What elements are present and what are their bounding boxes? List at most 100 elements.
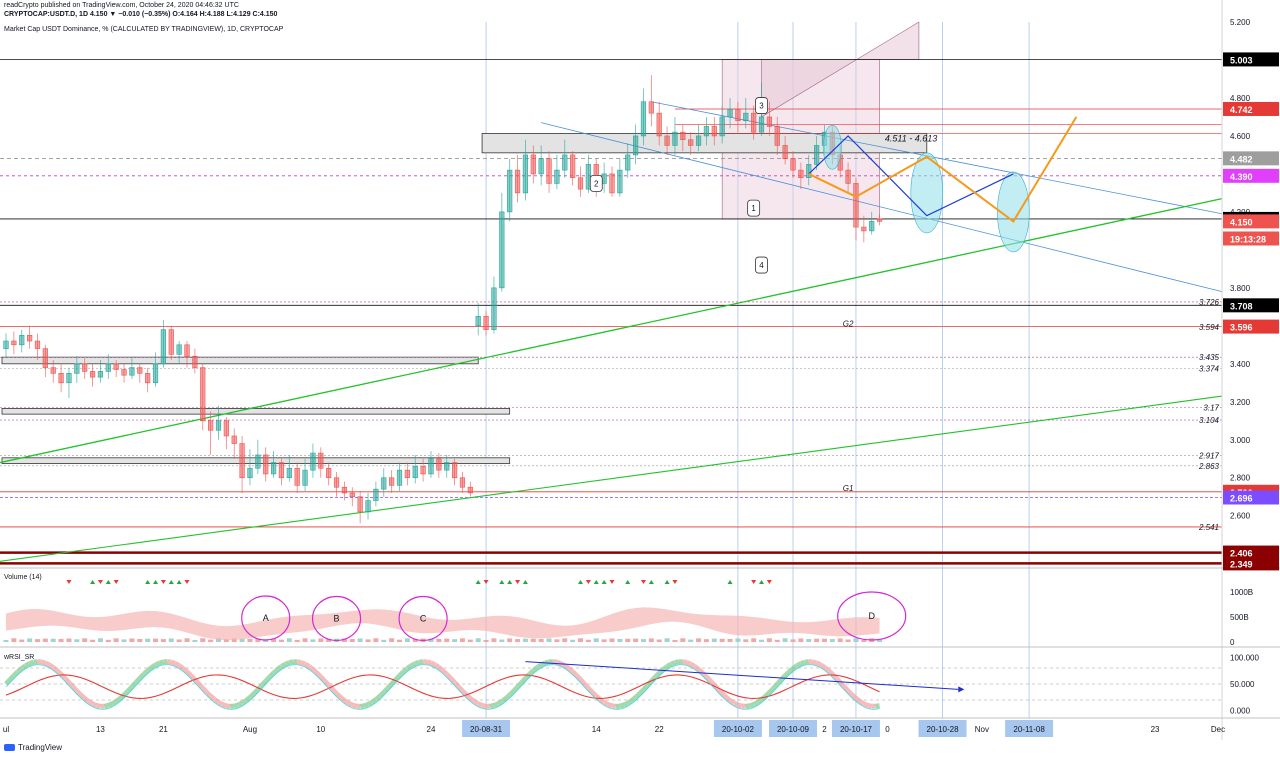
oscillator-segment [783,670,791,678]
oscillator-segment [370,697,378,705]
volume-bar [672,639,678,642]
candle-body [507,169,513,213]
candle-body [270,462,277,475]
price-tick-label: 4.600 [1230,132,1251,141]
oscillator-segment [44,660,51,668]
volume-bar [751,638,757,642]
candle-body [570,154,576,179]
oscillator-segment [196,682,205,690]
oscillator-segment [107,701,114,708]
oscillator-pane[interactable]: wRSI_SR [0,654,1222,710]
oscillator-segment [322,679,331,688]
volume-bar [515,639,521,642]
volume-bar [735,638,741,642]
oscillator-segment [267,671,276,679]
candle-body [129,367,135,376]
volume-bar [814,638,820,642]
volume-bar [821,638,827,642]
oscillator-segment [252,687,260,696]
price-label-box [1223,545,1279,560]
oscillator-segment [204,690,213,698]
time-tick-label: 23 [1151,725,1160,734]
time-tick-label: 0 [885,725,890,734]
volume-bar [609,638,615,642]
level-label: 3.726 [1199,298,1220,307]
candle-body [208,420,214,431]
sell-marker [640,580,646,584]
oscillator-segment [641,683,650,692]
oscillator-segment [334,691,343,700]
oscillator-segment [397,670,406,678]
volume-bar [530,638,536,642]
candle-body [152,363,159,384]
volume-bar [719,638,725,642]
sell-marker [609,580,615,584]
volume-bar [90,639,96,642]
candle-body [50,367,56,374]
candle-body [451,462,458,479]
oscillator-segment [83,696,91,704]
oscillator-segment [12,669,20,678]
oscillator-segment [622,700,629,708]
oscillator-segment [414,659,420,666]
volume-tick-label: 500B [1230,613,1249,622]
price-pane[interactable]: 1 2 3 4 4.511 - 4.613 G2 G1 3.726 3.594 3.435 3.37… [0,21,1223,718]
volume-bar [570,639,576,642]
oscillator-segment [492,701,499,708]
oscillator-segment [181,666,189,674]
oscillator-segment [448,676,457,685]
candle-body [522,154,529,194]
candle-body [467,486,473,494]
annotation-label: G2 [843,319,854,328]
publisher-line: readCrypto published on TradingView.com,… [4,2,239,9]
volume-bar [459,638,465,642]
volume-bar [349,639,355,642]
candle-body [113,363,119,370]
time-tick-label: 24 [427,725,436,734]
volume-bar [34,639,40,642]
candle-body [19,335,25,346]
volume-bar [845,639,851,642]
oscillator-segment [79,693,87,701]
candle-body [42,348,48,368]
oscillator-segment [393,673,402,682]
oscillator-segment [519,676,528,685]
volume-pane[interactable]: Volume (14) A B C D [3,574,907,642]
oscillator-segment [854,696,862,704]
oscillator-segment [200,686,209,695]
candle-body [727,109,733,118]
oscillator-segment [91,701,98,708]
date-highlight-label: 20-10-28 [927,725,960,734]
oscillator-segment [653,671,661,679]
candle-body [719,116,725,137]
oscillator-segment [405,663,413,671]
sell-marker [113,580,119,584]
sell-marker [585,580,591,584]
candle-body [861,226,867,232]
volume-circle [837,591,907,641]
volume-bar [381,639,387,642]
volume-bar [696,638,702,642]
candle-body [625,154,631,171]
volume-bar [74,639,80,642]
time-tick-label: ul [3,725,9,734]
volume-bar [578,638,584,642]
buy-marker [105,580,111,584]
buy-marker [625,580,631,584]
oscillator-segment [728,698,736,706]
oscillator-segment [142,668,150,677]
volume-bar [50,638,56,642]
volume-bar [861,639,867,642]
volume-bar [302,638,308,642]
oscillator-segment [574,673,583,682]
candle-body [735,109,741,122]
candle-body [231,435,237,444]
time-tick-label: 22 [655,725,664,734]
candle-body [223,420,229,437]
tradingview-logo[interactable]: TradingView [4,743,62,752]
oscillator-segment [791,663,799,671]
highlight-ellipse [997,171,1030,253]
date-highlight-box [462,720,511,737]
oscillator-segment [586,686,595,695]
